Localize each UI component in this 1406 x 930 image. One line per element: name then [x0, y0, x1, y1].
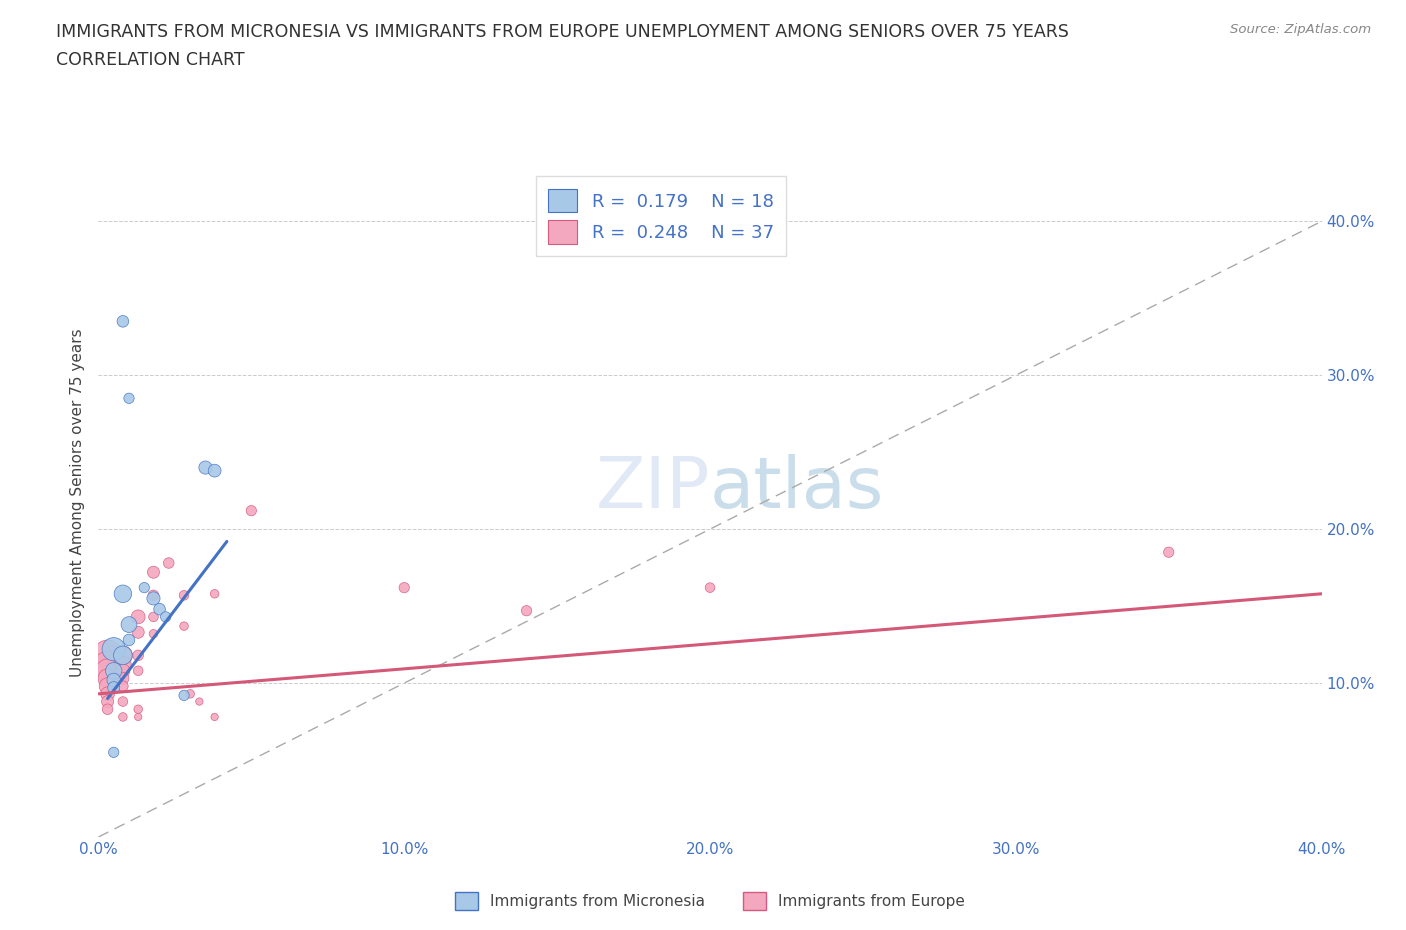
Text: ZIP: ZIP — [596, 455, 710, 524]
Point — [103, 642, 125, 657]
Point — [111, 671, 134, 686]
Point — [204, 710, 226, 724]
Point — [173, 688, 195, 703]
Point — [179, 686, 201, 701]
Point — [111, 648, 134, 663]
Point — [97, 658, 120, 672]
Point — [97, 694, 120, 709]
Text: Source: ZipAtlas.com: Source: ZipAtlas.com — [1230, 23, 1371, 36]
Point — [111, 586, 134, 601]
Point — [103, 663, 125, 678]
Point — [111, 658, 134, 672]
Point — [127, 648, 149, 663]
Point — [240, 503, 263, 518]
Point — [118, 618, 141, 632]
Legend: Immigrants from Micronesia, Immigrants from Europe: Immigrants from Micronesia, Immigrants f… — [449, 885, 972, 916]
Point — [204, 463, 226, 478]
Point — [1157, 545, 1180, 560]
Point — [142, 591, 165, 605]
Point — [204, 586, 226, 601]
Point — [97, 671, 120, 686]
Point — [699, 580, 721, 595]
Point — [97, 702, 120, 717]
Point — [103, 745, 125, 760]
Point — [142, 565, 165, 579]
Point — [188, 694, 211, 709]
Point — [111, 694, 134, 709]
Point — [173, 618, 195, 633]
Point — [118, 632, 141, 647]
Point — [97, 679, 120, 694]
Point — [111, 314, 134, 329]
Point — [111, 679, 134, 694]
Point — [134, 580, 156, 595]
Y-axis label: Unemployment Among Seniors over 75 years: Unemployment Among Seniors over 75 years — [70, 328, 86, 676]
Point — [194, 460, 217, 475]
Point — [157, 555, 180, 570]
Point — [97, 686, 120, 701]
Point — [97, 648, 120, 663]
Point — [127, 710, 149, 724]
Point — [111, 648, 134, 663]
Point — [111, 710, 134, 724]
Point — [142, 627, 165, 642]
Point — [103, 672, 125, 687]
Point — [118, 391, 141, 405]
Point — [111, 663, 134, 678]
Point — [149, 602, 172, 617]
Point — [173, 588, 195, 603]
Point — [155, 609, 177, 624]
Point — [127, 609, 149, 624]
Point — [127, 625, 149, 640]
Point — [142, 609, 165, 624]
Text: CORRELATION CHART: CORRELATION CHART — [56, 51, 245, 69]
Point — [103, 680, 125, 695]
Point — [97, 663, 120, 678]
Point — [516, 604, 538, 618]
Point — [127, 702, 149, 717]
Text: IMMIGRANTS FROM MICRONESIA VS IMMIGRANTS FROM EUROPE UNEMPLOYMENT AMONG SENIORS : IMMIGRANTS FROM MICRONESIA VS IMMIGRANTS… — [56, 23, 1069, 41]
Text: atlas: atlas — [710, 455, 884, 524]
Point — [392, 580, 416, 595]
Point — [142, 588, 165, 603]
Point — [127, 663, 149, 678]
